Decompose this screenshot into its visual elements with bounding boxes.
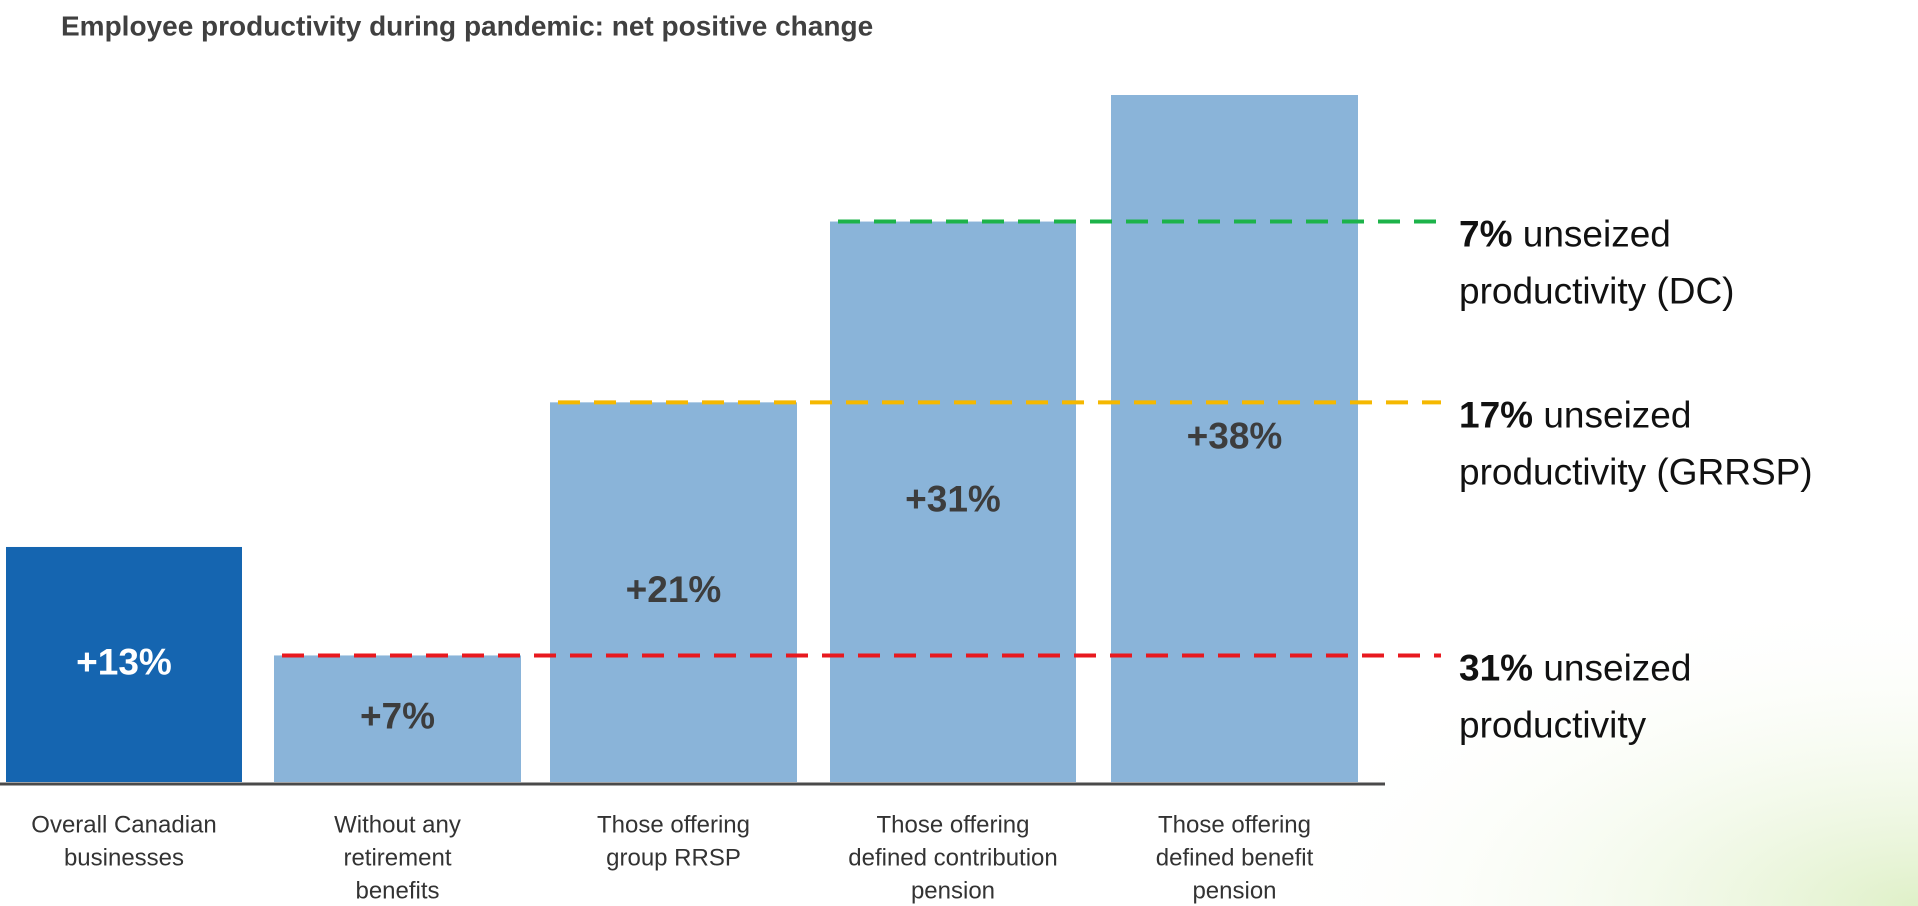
x-tick-label: Those offering [1158, 811, 1311, 838]
x-tick-label: pension [1192, 877, 1276, 904]
x-tick-label: Without any [334, 811, 461, 838]
annotation: 31% unseized [1459, 647, 1691, 688]
annotation-space [1512, 213, 1522, 254]
annotation: productivity [1459, 704, 1647, 745]
x-tick-label: defined benefit [1156, 844, 1314, 871]
annotation-text: productivity [1459, 704, 1647, 745]
x-tick-label: defined contribution [848, 844, 1057, 871]
x-tick-label: retirement [343, 844, 451, 871]
value-label: +7% [360, 696, 435, 737]
annotation-space [1533, 394, 1543, 435]
annotation-bold: 31% [1459, 647, 1533, 688]
annotation-space [1533, 647, 1543, 688]
bar [274, 655, 521, 782]
value-label: +13% [76, 641, 172, 682]
bar [550, 402, 797, 782]
annotation-text: unseized [1543, 394, 1691, 435]
annotation-text: productivity (DC) [1459, 270, 1735, 311]
x-tick-label: pension [911, 877, 995, 904]
x-tick-label: businesses [64, 844, 184, 871]
annotation-bold: 7% [1459, 213, 1512, 254]
x-tick-label: Overall Canadian [31, 811, 216, 838]
value-label: +38% [1187, 415, 1283, 456]
value-label: +21% [626, 569, 722, 610]
annotation-text: productivity (GRRSP) [1459, 451, 1813, 492]
annotation: 7% unseized [1459, 213, 1671, 254]
annotation-text: unseized [1523, 213, 1671, 254]
x-tick-label: benefits [355, 877, 439, 904]
annotation: productivity (DC) [1459, 270, 1735, 311]
bar [830, 221, 1076, 783]
x-tick-label: group RRSP [606, 844, 741, 871]
x-tick-label: Those offering [877, 811, 1030, 838]
annotation: 17% unseized [1459, 394, 1691, 435]
annotation-text: unseized [1543, 647, 1691, 688]
x-tick-label: Those offering [597, 811, 750, 838]
chart-title: Employee productivity during pandemic: n… [61, 10, 873, 41]
value-label: +31% [905, 479, 1001, 520]
bar [1111, 95, 1358, 782]
bar [6, 546, 242, 782]
annotation: productivity (GRRSP) [1459, 451, 1813, 492]
annotation-bold: 17% [1459, 394, 1533, 435]
